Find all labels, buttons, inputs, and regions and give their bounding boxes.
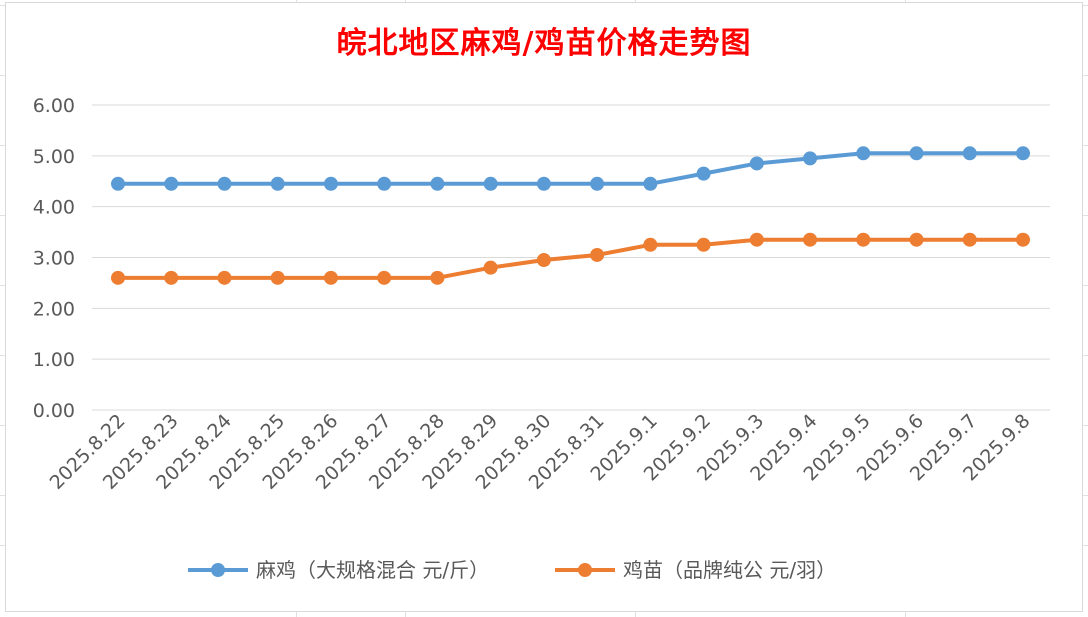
data-point [483,260,498,275]
chart-area[interactable] [5,2,1083,612]
y-tick-label: 6.00 [33,95,75,117]
data-point [856,232,871,247]
data-point [590,176,605,191]
y-tick-label: 5.00 [33,146,75,168]
data-point [483,176,498,191]
series-line [118,237,1023,280]
data-point [909,232,924,247]
data-point [749,156,764,171]
legend-label: 麻鸡（大规格混合 元/斤） [256,558,489,582]
data-point [270,270,285,285]
data-point [803,232,818,247]
series-1 [111,146,1030,191]
data-point [323,176,338,191]
data-point [1016,232,1030,247]
data-point [803,151,818,166]
series-line [118,151,1023,186]
data-point [909,146,924,161]
data-point [377,270,392,285]
data-point [962,146,977,161]
data-point [696,166,711,181]
data-point [217,176,232,191]
data-point [164,270,179,285]
data-point [696,237,711,252]
data-point [590,247,605,262]
data-point [164,176,179,191]
data-point [430,176,445,191]
data-point [643,176,658,191]
data-point [749,232,764,247]
data-point [430,270,445,285]
data-point [270,176,285,191]
data-point [323,270,338,285]
legend-label: 鸡苗（品牌纯公 元/羽） [623,558,836,582]
y-tick-label: 1.00 [33,349,75,371]
chart-title: 皖北地区麻鸡/鸡苗价格走势图 [336,26,752,61]
data-point [856,146,871,161]
x-axis-ticks: 2025.8.222025.8.232025.8.242025.8.252025… [46,410,1035,494]
legend-marker [211,563,225,577]
y-tick-label: 2.00 [33,298,75,320]
data-point [1016,146,1030,161]
series-layer [111,146,1030,285]
data-point [536,253,551,268]
data-point [111,176,125,191]
data-point [217,270,232,285]
legend[interactable]: 麻鸡（大规格混合 元/斤） 鸡苗（品牌纯公 元/羽） [188,558,836,582]
data-point [643,237,658,252]
data-point [377,176,392,191]
data-point [111,270,125,285]
y-axis-ticks: 0.00 1.00 2.00 3.00 4.00 5.00 6.00 [33,95,75,422]
y-tick-label: 3.00 [33,248,75,270]
data-point [962,232,977,247]
y-tick-label: 4.00 [33,197,75,219]
legend-marker [578,563,592,577]
legend-item-2[interactable]: 鸡苗（品牌纯公 元/羽） [555,558,836,582]
y-tick-label: 0.00 [33,400,75,422]
legend-item-1[interactable]: 麻鸡（大规格混合 元/斤） [188,558,489,582]
data-point [536,176,551,191]
series-2 [111,232,1030,285]
